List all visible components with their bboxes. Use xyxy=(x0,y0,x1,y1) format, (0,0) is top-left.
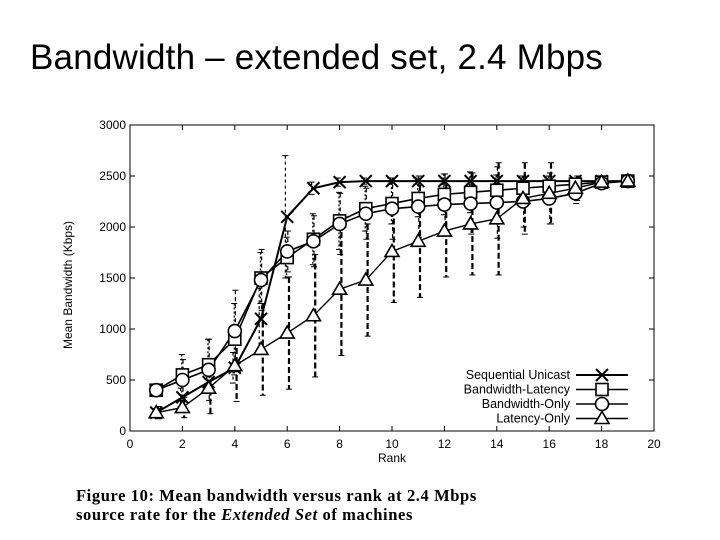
point-marker-triangle xyxy=(174,398,191,414)
point-marker-triangle xyxy=(619,172,637,187)
x-tick-label: 20 xyxy=(647,437,661,451)
y-tick-label: 0 xyxy=(119,424,126,438)
point-marker-circle xyxy=(489,195,505,210)
point-marker-triangle xyxy=(278,324,296,339)
x-tick-label: 12 xyxy=(438,437,452,451)
point-marker-circle xyxy=(437,197,452,212)
point-marker-circle xyxy=(384,201,400,216)
x-tick-label: 14 xyxy=(490,437,504,451)
x-tick-label: 4 xyxy=(231,437,238,451)
caption-line-2-prefix: source rate for the xyxy=(76,505,222,524)
legend: Sequential UnicastBandwidth-LatencyBandw… xyxy=(464,368,628,426)
x-tick-label: 18 xyxy=(595,437,609,451)
point-marker-triangle xyxy=(200,379,217,394)
point-marker-triangle xyxy=(514,189,532,205)
point-marker-triangle xyxy=(462,215,479,230)
point-marker-circle xyxy=(332,216,347,232)
point-marker-circle xyxy=(410,199,426,214)
y-tick-label: 2000 xyxy=(99,220,126,234)
point-marker-triangle xyxy=(305,307,322,322)
point-marker-circle xyxy=(463,196,478,211)
point-marker-x xyxy=(437,174,452,188)
point-marker-x xyxy=(254,312,268,326)
point-marker-x xyxy=(175,390,190,405)
y-axis-label: Mean Bandwidth (Kbps) xyxy=(61,221,75,349)
legend-marker-x xyxy=(595,368,609,382)
point-marker-triangle xyxy=(436,222,453,237)
point-marker-circle xyxy=(253,272,269,288)
axis-ticks: 0 2 4 6 8 10 12 14 16 18 20 0 500 1000 1500 2000 2500 300… xyxy=(99,118,661,451)
legend-label: Sequential Unicast xyxy=(466,368,571,382)
point-marker-square xyxy=(489,183,504,198)
point-marker-x xyxy=(306,181,321,195)
point-marker-triangle xyxy=(540,184,558,200)
point-marker-circle xyxy=(175,372,190,388)
point-marker-triangle xyxy=(147,404,165,419)
legend-label: Bandwidth-Latency xyxy=(464,383,571,397)
y-tick-label: 500 xyxy=(106,373,126,387)
point-marker-triangle xyxy=(252,340,270,356)
point-marker-x xyxy=(280,210,294,224)
legend-label: Latency-Only xyxy=(496,412,570,426)
series-markers xyxy=(147,172,637,420)
y-tick-label: 1000 xyxy=(99,322,126,336)
caption-line-1: Figure 10: Mean bandwidth versus rank at… xyxy=(76,486,477,505)
point-marker-x xyxy=(359,174,373,188)
point-marker-triangle xyxy=(357,271,375,286)
point-marker-x xyxy=(385,174,399,188)
x-tick-label: 2 xyxy=(179,437,186,451)
legend-marker-circle xyxy=(594,396,610,412)
point-marker-circle xyxy=(227,323,243,339)
legend-marker-square xyxy=(595,382,609,397)
legend-label: Bandwidth-Only xyxy=(482,397,571,411)
caption-line-2-italic: Extended Set xyxy=(221,505,318,524)
x-axis-label: Rank xyxy=(378,451,407,465)
caption-line-2-suffix: of machines xyxy=(317,505,413,524)
point-marker-triangle xyxy=(226,357,244,372)
figure-caption: Figure 10: Mean bandwidth versus rank at… xyxy=(76,486,676,524)
point-marker-triangle xyxy=(593,173,610,188)
x-tick-label: 0 xyxy=(127,437,134,451)
caption-line-2: source rate for the Extended Set of mach… xyxy=(76,505,676,524)
x-tick-label: 8 xyxy=(336,437,343,451)
y-tick-label: 2500 xyxy=(99,169,126,183)
y-tick-label: 3000 xyxy=(99,118,126,132)
point-marker-circle xyxy=(148,382,164,398)
x-tick-label: 10 xyxy=(385,437,399,451)
legend-marker-triangle xyxy=(593,409,611,425)
slide-title: Bandwidth – extended set, 2.4 Mbps xyxy=(30,38,604,77)
point-marker-triangle xyxy=(409,232,427,248)
point-marker-x xyxy=(463,174,478,188)
point-marker-circle xyxy=(306,233,321,249)
point-marker-triangle xyxy=(567,179,584,195)
point-marker-triangle xyxy=(383,242,401,258)
y-tick-label: 1500 xyxy=(99,271,126,285)
point-marker-circle xyxy=(201,362,216,378)
point-marker-circle xyxy=(358,206,374,222)
point-marker-triangle xyxy=(331,280,348,296)
point-marker-x xyxy=(411,174,425,188)
x-tick-label: 16 xyxy=(543,437,557,451)
x-tick-label: 6 xyxy=(284,437,291,451)
point-marker-circle xyxy=(279,244,295,259)
point-marker-triangle xyxy=(488,210,506,225)
point-marker-x xyxy=(332,175,347,189)
